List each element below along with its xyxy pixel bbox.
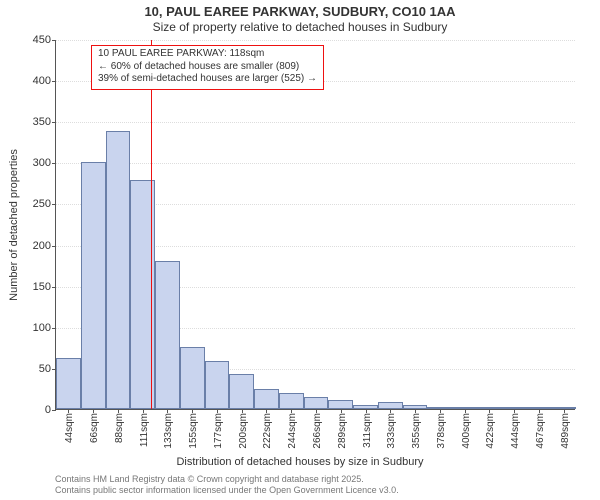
x-tick-label: 311sqm (362, 413, 373, 448)
y-tick (52, 204, 56, 205)
footnote-line-1: Contains HM Land Registry data © Crown c… (55, 474, 399, 485)
x-tick-label: 444sqm (510, 413, 521, 449)
x-tick-label: 467sqm (535, 413, 546, 449)
y-tick (52, 163, 56, 164)
x-tick-label: 66sqm (89, 413, 100, 443)
x-tick-label: 378sqm (436, 413, 447, 449)
x-tick-label: 44sqm (64, 413, 75, 443)
x-tick-label: 489sqm (560, 413, 571, 449)
x-tick-label: 289sqm (337, 413, 348, 449)
y-tick (52, 122, 56, 123)
histogram-bar (328, 400, 353, 409)
chart-container: 10, PAUL EAREE PARKWAY, SUDBURY, CO10 1A… (0, 0, 600, 500)
histogram-bar (81, 162, 106, 409)
y-tick-label: 150 (33, 281, 51, 293)
x-tick-label: 133sqm (163, 413, 174, 449)
plot-area: 05010015020025030035040045044sqm66sqm88s… (55, 40, 575, 410)
y-tick-label: 450 (33, 34, 51, 46)
x-tick-label: 155sqm (188, 413, 199, 449)
histogram-bar (254, 389, 279, 409)
x-tick-label: 200sqm (238, 413, 249, 449)
x-tick-label: 244sqm (287, 413, 298, 449)
y-tick (52, 246, 56, 247)
x-tick-label: 88sqm (114, 413, 125, 443)
y-tick (52, 410, 56, 411)
x-tick-label: 400sqm (461, 413, 472, 449)
y-tick-label: 0 (45, 404, 51, 416)
histogram-bar (205, 361, 230, 409)
histogram-bar (56, 358, 81, 409)
gridline (56, 40, 575, 41)
histogram-bar (229, 374, 254, 409)
gridline (56, 122, 575, 123)
marker-callout: 10 PAUL EAREE PARKWAY: 118sqm ← 60% of d… (91, 45, 324, 90)
x-tick-label: 222sqm (262, 413, 273, 449)
y-tick (52, 287, 56, 288)
marker-line (151, 40, 152, 409)
y-tick-label: 250 (33, 198, 51, 210)
x-tick-label: 111sqm (139, 413, 150, 447)
callout-line-3: 39% of semi-detached houses are larger (… (98, 73, 317, 86)
footnote: Contains HM Land Registry data © Crown c… (55, 474, 399, 496)
y-tick-label: 350 (33, 116, 51, 128)
x-tick-label: 266sqm (312, 413, 323, 449)
histogram-bar (106, 131, 131, 409)
y-tick-label: 300 (33, 157, 51, 169)
x-tick-label: 422sqm (485, 413, 496, 449)
chart-title-sub: Size of property relative to detached ho… (0, 20, 600, 34)
y-tick-label: 400 (33, 75, 51, 87)
x-tick-label: 355sqm (411, 413, 422, 449)
x-tick-label: 177sqm (213, 413, 224, 449)
histogram-bar (155, 261, 180, 409)
y-tick (52, 81, 56, 82)
histogram-bar (279, 393, 304, 409)
x-axis-label: Distribution of detached houses by size … (0, 456, 600, 468)
histogram-bar (180, 347, 205, 409)
y-tick (52, 40, 56, 41)
y-tick (52, 328, 56, 329)
histogram-bar (304, 397, 329, 409)
callout-line-2: ← 60% of detached houses are smaller (80… (98, 61, 317, 74)
y-tick-label: 200 (33, 240, 51, 252)
y-axis-label: Number of detached properties (8, 149, 20, 301)
y-tick-label: 100 (33, 322, 51, 334)
y-tick-label: 50 (39, 363, 51, 375)
callout-line-1: 10 PAUL EAREE PARKWAY: 118sqm (98, 48, 317, 61)
footnote-line-2: Contains public sector information licen… (55, 485, 399, 496)
chart-title-main: 10, PAUL EAREE PARKWAY, SUDBURY, CO10 1A… (0, 4, 600, 19)
x-tick-label: 333sqm (386, 413, 397, 449)
gridline (56, 163, 575, 164)
